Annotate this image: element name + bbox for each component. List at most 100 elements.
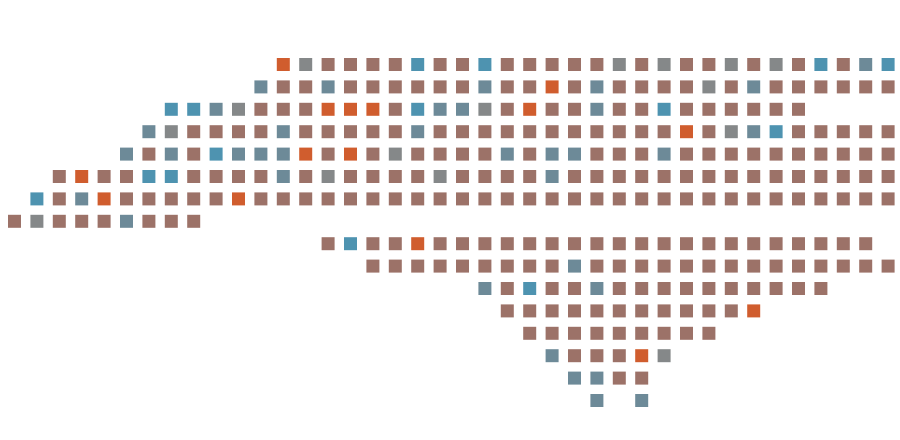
map-tile — [568, 237, 581, 251]
map-tile — [164, 170, 178, 183]
map-tile — [523, 147, 537, 161]
map-tile — [75, 214, 89, 228]
map-tile — [366, 102, 380, 116]
map-tile — [702, 237, 716, 251]
map-tile — [680, 125, 693, 139]
map-tile — [612, 349, 626, 363]
map-tile — [187, 102, 201, 116]
map-tile — [859, 125, 873, 139]
map-tile — [299, 125, 313, 139]
map-tile — [702, 125, 716, 139]
map-tile — [75, 192, 89, 206]
map-tile — [568, 304, 581, 318]
map-tile — [433, 259, 447, 273]
map-tile — [478, 282, 492, 295]
map-tile — [545, 237, 559, 251]
map-tile — [568, 259, 581, 273]
map-tile — [657, 304, 671, 318]
map-tile — [859, 192, 873, 206]
map-tile — [724, 102, 738, 116]
map-tile — [635, 125, 649, 139]
map-tile — [747, 80, 761, 94]
map-tile — [276, 125, 290, 139]
map-tile — [456, 80, 469, 94]
map-tile — [814, 237, 828, 251]
map-tile — [366, 58, 380, 71]
map-tile — [8, 214, 21, 228]
map-tile — [523, 58, 537, 71]
map-tile — [612, 304, 626, 318]
map-tile — [724, 259, 738, 273]
map-tile — [612, 282, 626, 295]
map-tile — [388, 170, 402, 183]
map-tile — [321, 102, 335, 116]
map-tile — [792, 102, 805, 116]
map-tile — [500, 102, 514, 116]
map-tile — [545, 58, 559, 71]
map-tile — [500, 80, 514, 94]
map-tile — [747, 192, 761, 206]
map-tile — [545, 80, 559, 94]
map-tile — [388, 259, 402, 273]
map-tile — [209, 125, 223, 139]
map-tile — [321, 170, 335, 183]
map-tile — [120, 147, 133, 161]
map-tile — [545, 259, 559, 273]
map-tile — [680, 326, 693, 340]
map-tile — [545, 192, 559, 206]
map-tile — [590, 80, 604, 94]
map-tile — [792, 147, 805, 161]
map-tile — [859, 58, 873, 71]
map-tile — [500, 282, 514, 295]
map-tile — [792, 170, 805, 183]
map-tile — [792, 125, 805, 139]
map-tile — [814, 80, 828, 94]
map-tile — [769, 282, 783, 295]
map-tile — [500, 125, 514, 139]
map-tile — [747, 237, 761, 251]
map-tile — [344, 192, 357, 206]
map-tile — [680, 304, 693, 318]
map-tile — [411, 58, 425, 71]
map-tile — [388, 192, 402, 206]
map-tile — [164, 147, 178, 161]
map-tile — [590, 349, 604, 363]
map-tile — [590, 102, 604, 116]
map-tile — [702, 259, 716, 273]
map-tile — [433, 80, 447, 94]
map-tile — [568, 282, 581, 295]
map-tile — [478, 259, 492, 273]
map-tile — [433, 192, 447, 206]
map-tile — [568, 349, 581, 363]
map-tile — [657, 259, 671, 273]
map-tile — [456, 58, 469, 71]
map-tile — [769, 237, 783, 251]
map-tile — [142, 147, 156, 161]
map-tile — [836, 147, 850, 161]
map-tile — [657, 102, 671, 116]
map-tile — [142, 214, 156, 228]
map-tile — [769, 259, 783, 273]
map-tile — [478, 125, 492, 139]
map-tile — [276, 170, 290, 183]
map-tile — [635, 304, 649, 318]
map-tile — [433, 147, 447, 161]
map-tile — [590, 147, 604, 161]
map-tile — [366, 80, 380, 94]
map-tile — [612, 58, 626, 71]
map-tile — [590, 282, 604, 295]
map-tile — [635, 102, 649, 116]
map-tile — [411, 237, 425, 251]
map-tile — [680, 147, 693, 161]
map-tile — [702, 102, 716, 116]
map-tile — [254, 192, 268, 206]
map-tile — [276, 80, 290, 94]
map-tile — [433, 102, 447, 116]
map-tile — [747, 125, 761, 139]
map-tile — [836, 237, 850, 251]
map-tile — [769, 80, 783, 94]
map-tile — [187, 170, 201, 183]
map-tile — [276, 102, 290, 116]
map-tile — [545, 282, 559, 295]
map-tile — [881, 259, 895, 273]
